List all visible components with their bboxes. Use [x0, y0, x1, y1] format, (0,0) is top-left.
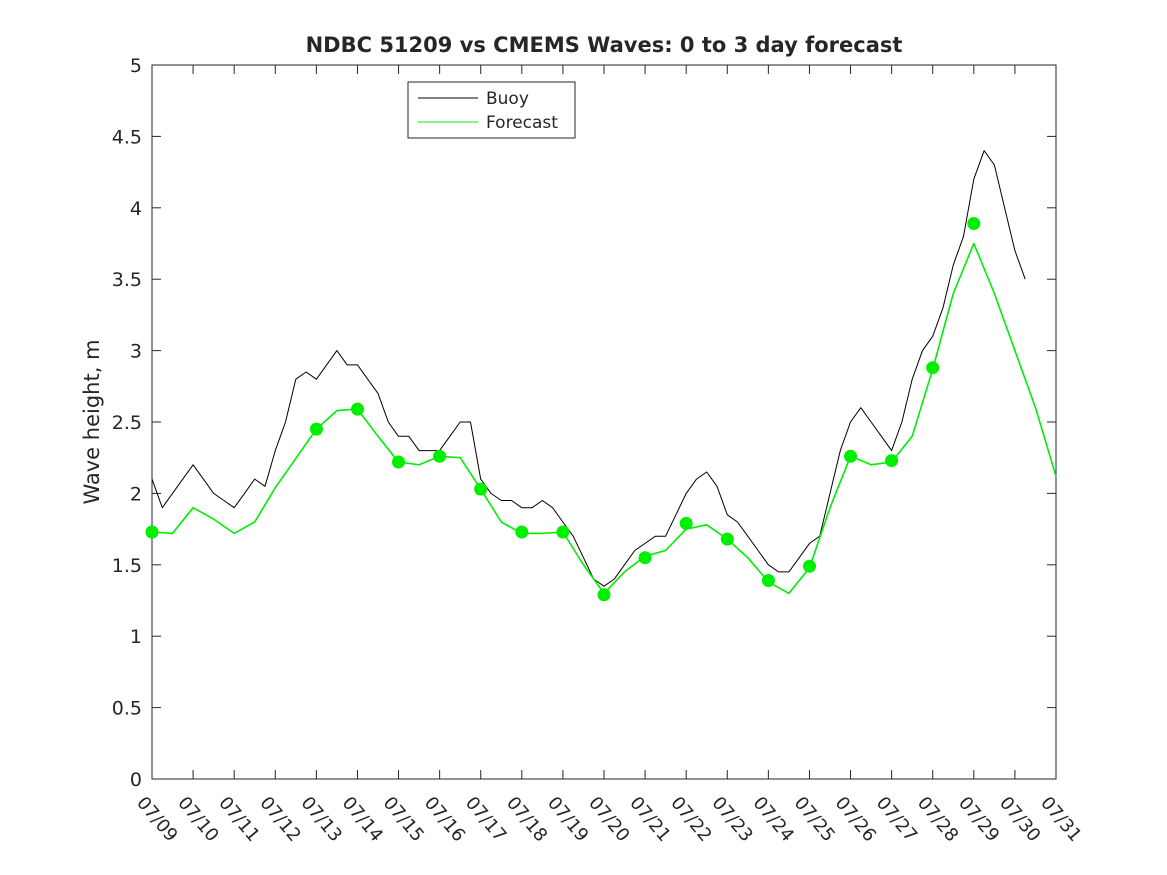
y-tick-label: 4.5: [112, 126, 142, 148]
forecast-marker: [761, 574, 775, 587]
series-line-buoy: [151, 150, 1026, 587]
y-tick-label: 3: [130, 341, 142, 363]
forecast-marker: [926, 361, 940, 375]
forecast-marker: [433, 449, 447, 463]
forecast-marker: [679, 516, 693, 530]
forecast-marker: [515, 525, 529, 539]
y-tick-label: 3.5: [112, 269, 142, 291]
forecast-marker: [803, 559, 816, 573]
forecast-marker: [720, 532, 734, 546]
forecast-marker: [844, 449, 857, 463]
forecast-marker: [597, 588, 611, 602]
forecast-marker: [556, 525, 570, 539]
forecast-marker: [351, 402, 364, 416]
y-axis-label: Wave height, m: [80, 339, 104, 504]
forecast-marker: [885, 454, 899, 468]
y-axis-ticks: 0 0.5 1 1.5 2 2.5 3 3.5 4 4.5 5: [112, 55, 1056, 791]
plot-lines: [145, 150, 1057, 602]
forecast-marker: [392, 455, 405, 469]
legend-buoy-label: Buoy: [486, 89, 529, 109]
y-tick-label: 2.5: [112, 412, 142, 434]
y-tick-label: 4: [130, 198, 142, 220]
forecast-marker: [145, 525, 159, 539]
legend-box: [407, 81, 576, 139]
y-tick-label: 1: [130, 626, 142, 648]
chart-title: NDBC 51209 vs CMEMS Waves: 0 to 3 day fo…: [306, 33, 903, 57]
y-tick-label: 5: [130, 55, 142, 77]
legend-forecast-label: Forecast: [486, 113, 558, 133]
y-tick-label: 0.5: [112, 698, 142, 720]
forecast-marker: [474, 482, 488, 496]
forecast-marker: [638, 551, 652, 565]
legend: Buoy Forecast: [407, 81, 576, 139]
forecast-marker: [309, 422, 323, 436]
y-tick-label: 2: [130, 483, 142, 505]
y-tick-label: 1.5: [112, 555, 142, 577]
y-tick-label: 0: [130, 769, 142, 791]
forecast-marker: [967, 217, 981, 230]
